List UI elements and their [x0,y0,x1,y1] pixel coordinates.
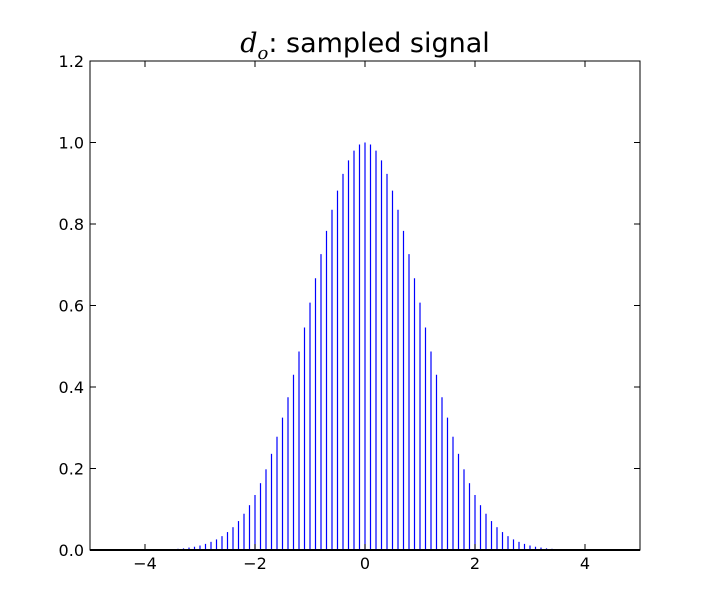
x-tick-label: −2 [243,554,267,573]
axis-tick-labels: −4 −2 0 2 4 0.0 0.2 0.4 0.6 0.8 1.0 1.2 [59,52,591,573]
title-text: : sampled signal [268,28,489,59]
y-tick-label: 0.8 [59,215,84,234]
title-subscript: o [258,43,269,64]
x-tick-label: 4 [580,554,590,573]
y-tick-label: 0.4 [59,378,84,397]
title-symbol: d [240,28,257,59]
x-tick-label: 2 [470,554,480,573]
plot-frame [89,60,641,551]
x-tick-label: 0 [360,554,370,573]
y-tick-label: 0.0 [59,541,84,560]
y-tick-label: 0.6 [59,297,84,316]
y-tick-label: 1.0 [59,134,84,153]
y-tick-label: 1.2 [59,52,84,71]
chart-title: do: sampled signal [240,28,490,64]
x-tick-label: −4 [133,554,157,573]
y-tick-label: 0.2 [59,460,84,479]
